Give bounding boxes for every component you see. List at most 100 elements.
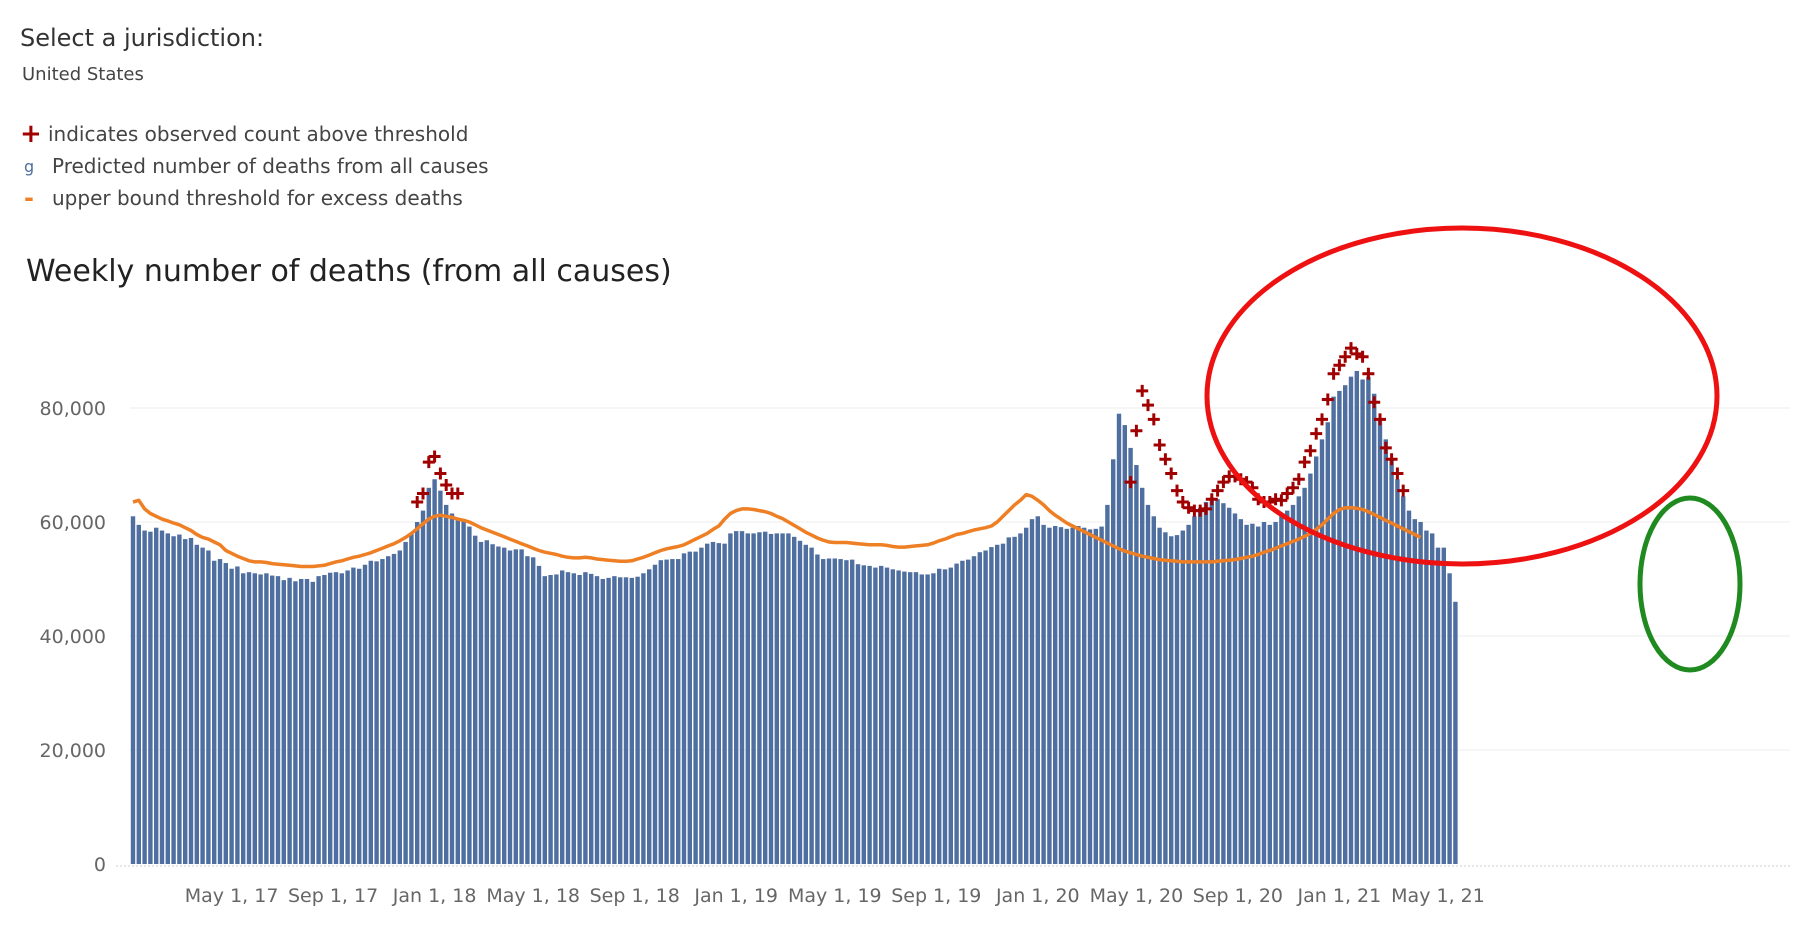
bar xyxy=(171,536,176,864)
bar xyxy=(1308,473,1313,864)
bar xyxy=(780,533,785,864)
bar xyxy=(942,569,948,864)
bar xyxy=(1401,496,1406,864)
bar xyxy=(989,547,994,864)
bar xyxy=(1169,536,1174,864)
bar-marker-icon: g xyxy=(24,156,35,176)
bar xyxy=(1174,535,1180,864)
observed-marker xyxy=(1333,359,1346,372)
bar xyxy=(768,533,774,864)
jurisdiction-select[interactable]: United States xyxy=(22,64,144,85)
x-tick-label: Sep 1, 19 xyxy=(891,885,981,907)
x-tick-label: Jan 1, 19 xyxy=(693,885,778,907)
bar xyxy=(159,530,165,864)
bar xyxy=(1082,527,1087,864)
bar xyxy=(531,557,536,864)
observed-marker xyxy=(1287,481,1299,494)
bar xyxy=(513,549,518,864)
bar xyxy=(884,567,890,864)
bar xyxy=(316,576,321,864)
bar xyxy=(652,564,658,864)
bar xyxy=(693,551,698,864)
bar xyxy=(1198,507,1203,864)
bar xyxy=(1250,523,1255,864)
bar xyxy=(142,530,147,864)
observed-marker xyxy=(1217,476,1230,489)
bar xyxy=(1145,504,1151,864)
bar xyxy=(502,547,507,864)
bar xyxy=(1319,439,1325,864)
bar xyxy=(200,547,205,864)
observed-marker xyxy=(422,456,435,469)
bar xyxy=(467,526,472,864)
red-ellipse-annotation xyxy=(1204,225,1720,567)
bar xyxy=(728,533,733,864)
observed-marker xyxy=(1327,367,1340,380)
bar xyxy=(913,572,919,864)
bar xyxy=(252,573,257,864)
bar xyxy=(496,546,501,864)
observed-marker xyxy=(1368,396,1381,409)
bar xyxy=(1122,425,1127,864)
bar xyxy=(600,579,605,864)
bar xyxy=(154,527,159,864)
x-tick-label: Sep 1, 17 xyxy=(288,885,378,907)
bar xyxy=(1024,527,1029,864)
bar xyxy=(1383,439,1388,864)
bar xyxy=(722,543,727,864)
observed-marker xyxy=(1391,467,1404,480)
bar xyxy=(1412,519,1417,864)
bar xyxy=(844,560,849,864)
y-tick-label: 0 xyxy=(94,854,106,876)
x-tick-label: May 1, 21 xyxy=(1391,885,1485,907)
legend-item-predicted: g Predicted number of deaths from all ca… xyxy=(20,150,489,182)
bar xyxy=(183,539,188,864)
bar xyxy=(1296,496,1301,864)
bar xyxy=(797,540,803,864)
observed-marker xyxy=(1304,444,1317,457)
observed-marker xyxy=(1298,456,1311,469)
legend: + indicates observed count above thresho… xyxy=(20,118,489,214)
observed-marker xyxy=(1374,413,1386,426)
bar xyxy=(1354,370,1359,864)
bar xyxy=(409,533,414,864)
bar xyxy=(774,533,779,864)
bar xyxy=(1261,522,1267,864)
bar xyxy=(293,581,298,864)
bar xyxy=(490,544,495,864)
observed-marker xyxy=(1176,496,1189,509)
bar xyxy=(281,580,286,864)
bar xyxy=(351,567,356,864)
bar xyxy=(1360,379,1365,864)
bar xyxy=(1238,519,1243,864)
bar xyxy=(275,576,281,864)
bar xyxy=(745,533,750,864)
bar xyxy=(177,534,182,864)
bar xyxy=(299,579,304,864)
bar xyxy=(908,572,913,864)
bar xyxy=(867,565,872,864)
observed-marker xyxy=(1275,494,1288,507)
bar xyxy=(444,504,449,864)
bar xyxy=(1105,504,1110,864)
bar xyxy=(792,536,797,864)
bar xyxy=(194,544,199,864)
observed-marker xyxy=(1339,350,1352,363)
observed-marker xyxy=(1205,493,1218,506)
bar xyxy=(1215,499,1220,864)
bar xyxy=(635,576,640,864)
bar xyxy=(165,533,170,864)
bar xyxy=(403,541,408,864)
bar xyxy=(960,560,965,864)
observed-marker xyxy=(1159,453,1172,466)
bar xyxy=(583,572,588,864)
bar xyxy=(345,570,350,864)
observed-marker xyxy=(1153,439,1166,452)
bar xyxy=(1116,413,1122,864)
legend-item-threshold: - upper bound threshold for excess death… xyxy=(20,182,489,214)
bar xyxy=(1111,459,1116,864)
bar xyxy=(478,541,484,864)
bar xyxy=(1232,513,1238,864)
bar xyxy=(1087,529,1093,864)
